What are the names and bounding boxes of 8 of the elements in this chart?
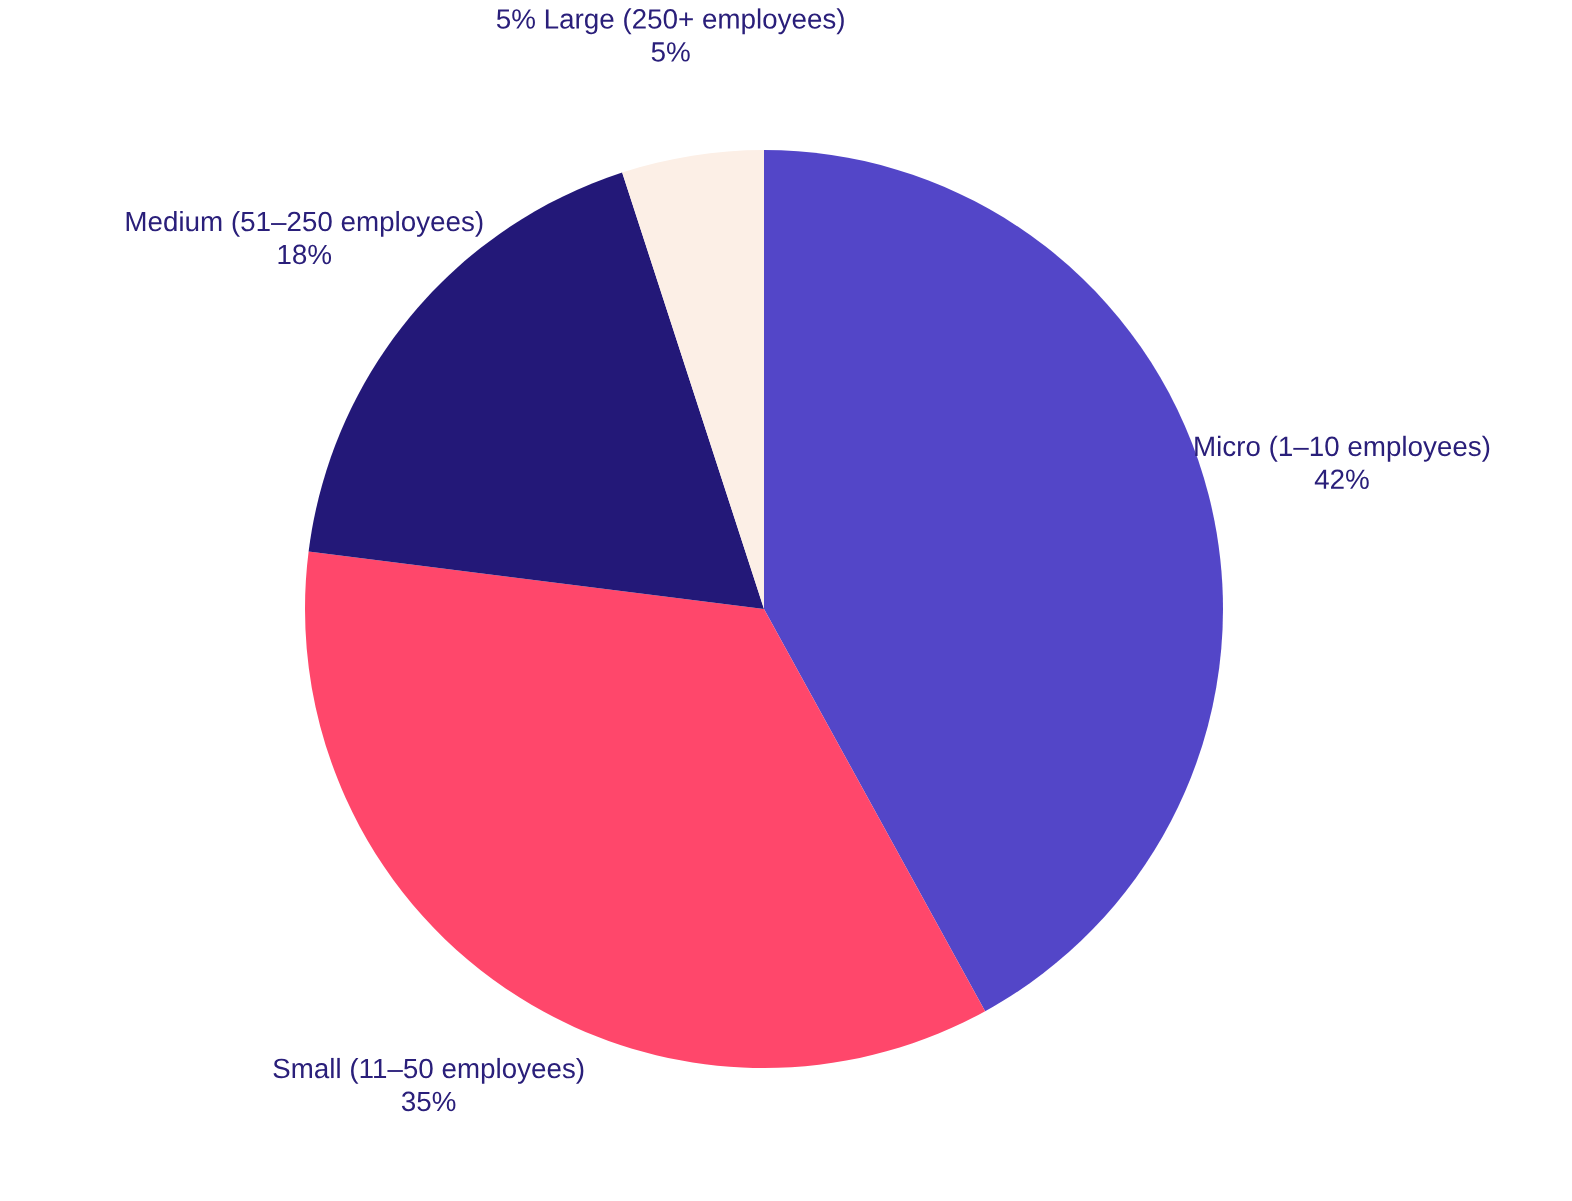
slice-label: Medium (51–250 employees)	[126, 210, 483, 237]
data-label: 42%	[1314, 469, 1369, 489]
slice-label: 5% Large (250+ employees)	[496, 8, 844, 35]
data-label: 18%	[278, 244, 332, 265]
slice-label: Micro (1–10 employees)	[1195, 435, 1490, 462]
slice-label: Small (11–50 employees)	[273, 1057, 584, 1084]
data-label: 5%	[651, 42, 690, 62]
data-label: 35%	[401, 1091, 456, 1112]
